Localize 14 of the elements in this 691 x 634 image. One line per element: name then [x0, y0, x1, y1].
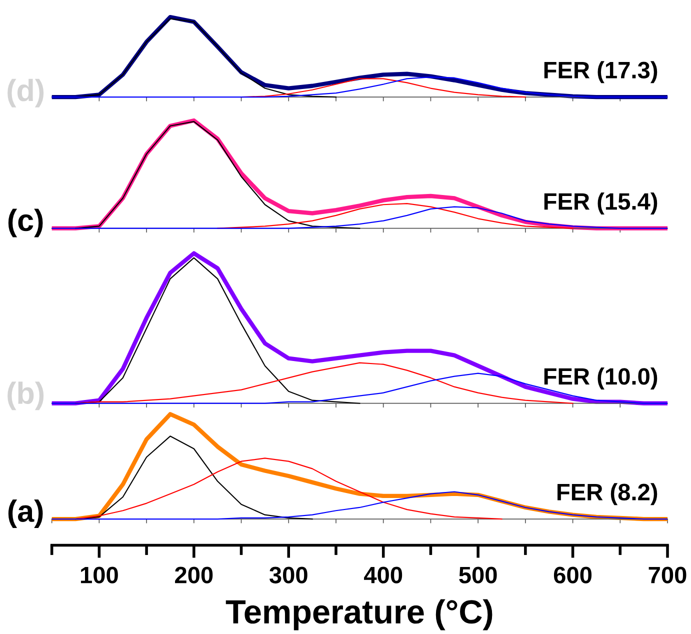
- x-tick-label: 400: [364, 566, 402, 584]
- annotation: FER (8.2): [558, 483, 658, 506]
- x-tick-label: 500: [459, 566, 497, 584]
- x-tick-label: 100: [80, 566, 118, 584]
- x-tick-label: 600: [554, 566, 592, 584]
- annotation: FER (17.3): [544, 61, 658, 84]
- x-tick-label: 200: [175, 566, 213, 584]
- text: (a): [8, 500, 43, 528]
- text: (c): [8, 208, 43, 238]
- annotation: FER (15.4): [544, 192, 658, 214]
- x-tick-label: 300: [269, 566, 308, 584]
- x-axis-title: Temperature (°C): [226, 599, 492, 630]
- x-tick-label: 700: [648, 566, 686, 584]
- annotation: FER (10.0): [544, 367, 658, 390]
